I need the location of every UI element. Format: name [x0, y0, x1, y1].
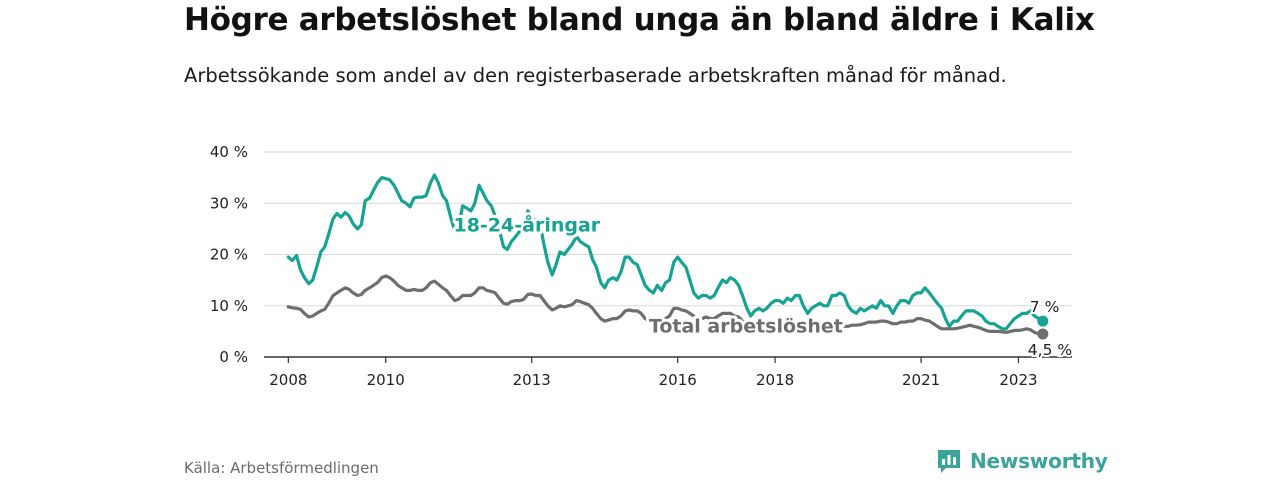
brand-name: Newsworthy: [970, 449, 1108, 473]
source-note: Källa: Arbetsförmedlingen: [184, 459, 379, 477]
x-tick-label: 2023: [999, 371, 1037, 389]
x-tick-label: 2008: [269, 371, 307, 389]
chart-title: Högre arbetslöshet bland unga än bland ä…: [184, 2, 1095, 38]
x-tick-label: 2013: [513, 371, 551, 389]
end-label-total: 4,5 %: [1028, 341, 1072, 359]
x-tick-label: 2010: [367, 371, 405, 389]
chart-subtitle: Arbetssökande som andel av den registerb…: [184, 64, 1007, 87]
end-point-total: [1037, 328, 1049, 340]
brand[interactable]: Newsworthy: [936, 448, 1108, 474]
y-axis: 0 % 10 % 20 % 30 % 40 %: [210, 143, 248, 366]
end-label-youth: 7 %: [1030, 298, 1060, 316]
y-tick-label: 10 %: [210, 297, 248, 315]
y-tick-label: 20 %: [210, 246, 248, 264]
series-labels: 18-24-åringar Total arbetslöshet 7 % 4,5 %: [450, 209, 1074, 361]
y-tick-label: 0 %: [219, 348, 248, 366]
end-point-youth: [1037, 315, 1049, 327]
series-label-youth: 18-24-åringar: [453, 212, 600, 236]
x-tick-label: 2018: [756, 371, 794, 389]
y-tick-label: 40 %: [210, 143, 248, 161]
x-tick-label: 2016: [659, 371, 697, 389]
newsworthy-logo-icon: [938, 450, 960, 473]
x-axis: 2008 2010 2013 2016 2018 2021 2023: [264, 356, 1072, 389]
series-lines: [286, 173, 1049, 340]
series-line-youth: [286, 173, 1045, 331]
y-tick-label: 30 %: [210, 194, 248, 212]
x-tick-label: 2021: [902, 371, 940, 389]
series-line-total: [286, 274, 1045, 336]
series-label-total: Total arbetslöshet: [649, 315, 843, 337]
